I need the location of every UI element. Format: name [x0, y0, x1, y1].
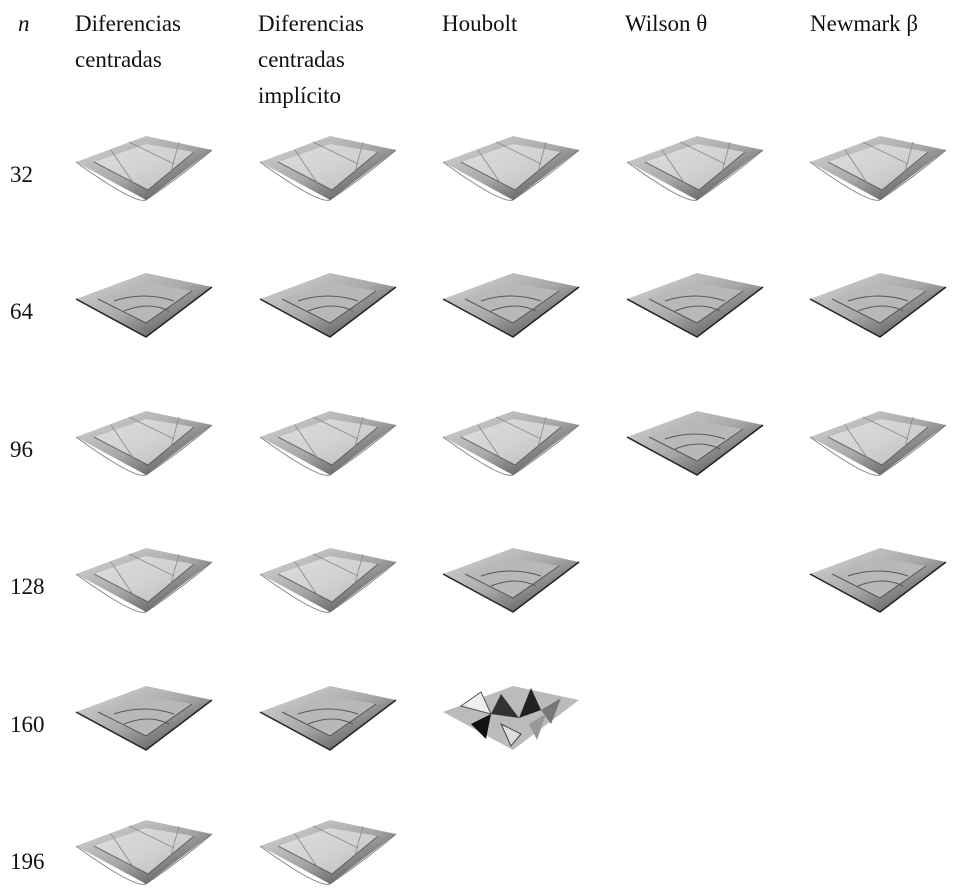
surface	[74, 684, 214, 754]
surface	[258, 684, 398, 754]
header-cell: Houbolt	[442, 11, 518, 36]
surface	[441, 134, 581, 204]
surface	[258, 271, 398, 341]
surface	[258, 409, 398, 479]
header-cell: Wilson θ	[625, 11, 708, 36]
row-label: 128	[10, 574, 45, 599]
surface	[441, 684, 581, 754]
header-cell: Diferencias centradas	[75, 11, 181, 72]
surface	[74, 271, 214, 341]
surface	[625, 271, 765, 341]
row-label: 96	[10, 437, 33, 462]
surface	[258, 134, 398, 204]
surface	[808, 271, 948, 341]
surface	[625, 409, 765, 479]
header-cell: Newmark β	[810, 11, 919, 36]
surface	[808, 409, 948, 479]
surface	[808, 546, 948, 616]
surface	[74, 134, 214, 204]
surface	[258, 546, 398, 616]
surface	[625, 134, 765, 204]
row-label: 196	[10, 849, 45, 874]
header-cell: Diferencias centradas implícito	[258, 11, 364, 108]
surface	[258, 818, 398, 888]
surface	[808, 134, 948, 204]
row-label: 64	[10, 299, 33, 324]
row-label: 160	[10, 712, 45, 737]
surface	[441, 546, 581, 616]
surface	[74, 409, 214, 479]
surface	[441, 409, 581, 479]
surface	[74, 818, 214, 888]
surface	[441, 271, 581, 341]
row-label: 32	[10, 162, 33, 187]
header-n: n	[18, 11, 30, 36]
surface	[74, 546, 214, 616]
